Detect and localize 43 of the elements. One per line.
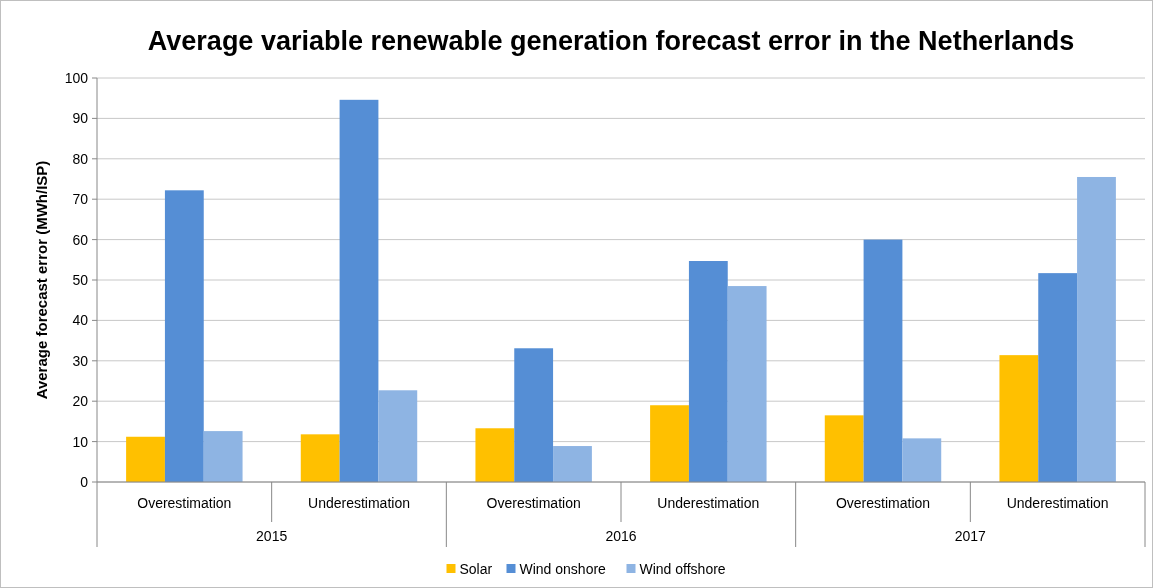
bar [514, 348, 554, 482]
bar [650, 405, 689, 482]
bar [126, 436, 165, 482]
legend-label: Solar [459, 561, 493, 577]
bar [824, 415, 864, 482]
x-tick-label: Overestimation [137, 495, 232, 511]
x-tick-label: Underestimation [308, 495, 410, 511]
y-tick-label: 100 [64, 70, 89, 86]
bar [164, 190, 204, 482]
x-tick-label: Underestimation [1006, 495, 1109, 511]
x-tick-label: Overestimation [835, 495, 931, 511]
text: 2017 [954, 528, 987, 544]
legend-label: Wind offshore [639, 561, 726, 577]
y-axis-title: Average forecast error (MWh/ISP) [33, 160, 50, 400]
bar [475, 428, 515, 482]
text: 2016 [605, 528, 637, 544]
bar [378, 390, 418, 482]
bar [902, 438, 942, 482]
y-tick-label: 50 [72, 272, 89, 288]
chart-title: Average variable renewable generation forecast error in the Netherlands [147, 26, 1075, 56]
bar [553, 446, 592, 482]
bar [300, 434, 340, 482]
legend-label: Wind onshore [519, 561, 607, 577]
bar [339, 99, 379, 482]
bar [863, 239, 903, 482]
y-tick-label: 10 [72, 433, 89, 450]
y-tick-label: 70 [72, 191, 89, 208]
bar [688, 261, 728, 482]
x-tick-label: Overestimation [486, 495, 581, 511]
y-tick-label: 90 [72, 110, 89, 127]
y-tick-label: 30 [72, 352, 89, 369]
text: 2015 [256, 528, 288, 544]
bar [1038, 273, 1078, 482]
bar [999, 355, 1039, 482]
y-tick-label: 0 [80, 474, 89, 490]
bar [727, 286, 767, 482]
y-tick-label: 20 [72, 393, 89, 410]
y-tick-label: 80 [72, 150, 89, 167]
y-tick-label: 60 [72, 231, 89, 248]
x-tick-label: Underestimation [657, 495, 760, 511]
bar [203, 431, 243, 482]
y-tick-label: 40 [72, 312, 89, 329]
bar [1077, 176, 1116, 482]
